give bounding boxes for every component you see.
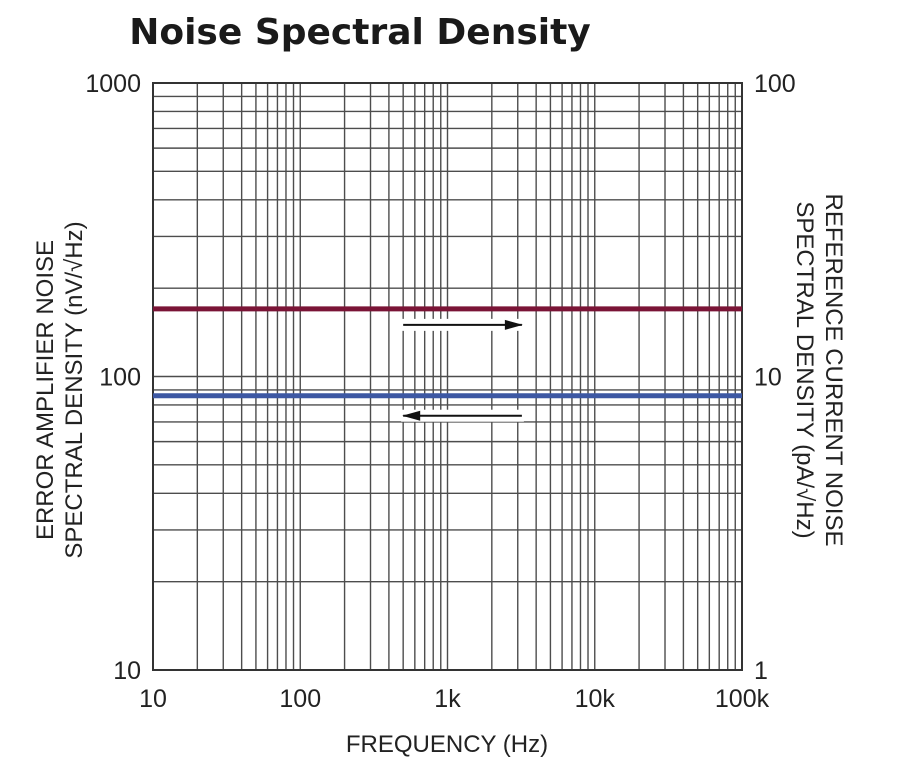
data-series [153,306,742,399]
left-y-tick-label: 10 [113,657,141,685]
right-y-tick-label: 1 [754,657,768,685]
axis-indicator-arrows [401,318,524,422]
left-y-tick-label: 100 [99,364,141,392]
left-y-axis-label: ERROR AMPLIFIER NOISE SPECTRAL DENSITY (… [32,221,88,558]
x-tick-label: 100k [715,685,770,713]
right-y-axis-label-line1: REFERENCE CURRENT NOISE [820,194,847,547]
right-y-tick-label: 100 [754,70,796,98]
left-y-tick-label: 1000 [85,70,141,98]
right-y-axis-label-line2: SPECTRAL DENSITY (pA/√Hz) [791,201,818,538]
right-y-axis-label: REFERENCE CURRENT NOISE SPECTRAL DENSITY… [791,194,847,547]
x-tick-label: 100 [279,685,321,713]
x-axis-label: FREQUENCY (Hz) [346,731,548,758]
grid-lines [152,82,743,671]
left-y-axis-label-line1: ERROR AMPLIFIER NOISE [32,240,59,540]
x-tick-label: 1k [434,685,461,713]
x-tick-label: 10 [139,685,167,713]
chart-title: Noise Spectral Density [129,12,591,53]
arrow-head-1 [504,319,523,330]
plot-border [152,82,743,671]
arrow-head-2 [402,410,421,421]
right-y-tick-label: 10 [754,364,782,392]
left-y-axis-label-line2: SPECTRAL DENSITY (nV/√Hz) [61,221,88,558]
tick-labels: 10 100 1k 10k 100k 10 100 1000 1 10 100 [85,70,795,713]
x-tick-label: 10k [575,685,616,713]
